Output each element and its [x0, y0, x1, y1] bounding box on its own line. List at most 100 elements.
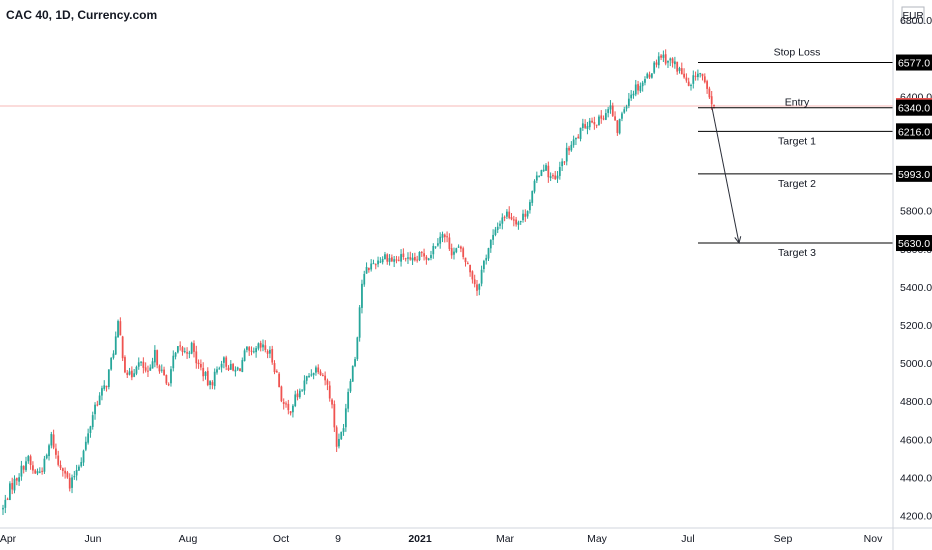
candle-body	[593, 122, 596, 125]
candle-body	[158, 365, 161, 372]
candle-body	[206, 370, 209, 386]
candle-body	[542, 169, 545, 171]
trend-arrow-group	[711, 107, 742, 245]
candle-body	[181, 347, 184, 352]
candle-body	[607, 109, 610, 113]
candle-body	[558, 167, 561, 176]
candle-body	[105, 385, 108, 388]
candle-body	[287, 403, 290, 411]
candle-body	[179, 345, 182, 347]
candle-body	[188, 352, 191, 354]
candle-body	[397, 259, 400, 261]
candle-body	[11, 483, 14, 490]
x-tick-label: Nov	[864, 533, 883, 545]
candle-body	[604, 113, 607, 120]
candle-body	[250, 350, 253, 352]
candle-body	[694, 75, 697, 77]
x-tick-label: Jun	[85, 533, 102, 545]
x-tick-label: Mar	[496, 533, 515, 545]
candle-body	[252, 351, 255, 353]
candle-body	[227, 367, 230, 371]
candle-body	[160, 369, 163, 371]
candle-body	[186, 352, 188, 354]
candle-body	[358, 307, 361, 338]
candle-body	[29, 456, 32, 465]
level-value-bg	[896, 99, 932, 116]
candle-body	[609, 105, 612, 110]
y-tick-label: 4400.0	[900, 472, 932, 484]
candle-body	[45, 454, 48, 459]
candle-body	[575, 137, 577, 140]
candle-body	[50, 434, 53, 446]
candle-body	[110, 358, 113, 370]
candle-body	[457, 246, 460, 248]
candle-body	[441, 233, 444, 238]
candle-body	[554, 175, 557, 180]
candle-body	[41, 470, 44, 472]
candle-body	[43, 458, 46, 472]
candle-body	[340, 431, 343, 440]
candle-body	[296, 393, 299, 398]
level-value-label: 6577.0	[898, 58, 930, 70]
candle-body	[462, 248, 465, 257]
candle-body	[632, 93, 635, 96]
x-axis[interactable]: Apr Jun Aug Oct 9 2021 Mar May Jul Sep Nov	[0, 527, 932, 545]
y-tick-label: 6800.0	[900, 15, 932, 27]
candle-body	[68, 477, 71, 489]
level-name-label: Target 2	[778, 178, 816, 190]
candle-body	[133, 373, 136, 377]
candle-body	[315, 367, 317, 373]
candle-body	[57, 455, 60, 465]
candle-body	[485, 257, 488, 261]
candle-body	[66, 472, 69, 478]
candle-body	[246, 346, 248, 350]
candle-body	[655, 62, 658, 65]
candle-body	[255, 348, 258, 353]
candle-body	[20, 465, 23, 477]
level-name-label: Entry	[785, 97, 810, 109]
candle-body	[637, 84, 639, 91]
candle-body	[671, 58, 674, 64]
candle-body	[657, 56, 660, 66]
candle-body	[174, 352, 177, 357]
candle-body	[487, 248, 490, 259]
candle-body	[335, 427, 338, 447]
y-axis[interactable]: EUR 4200.0 4400.0 4600.0 4800.0 5000.0 5200.0 5…	[892, 0, 932, 550]
candle-body	[248, 347, 251, 351]
candle-body	[282, 401, 285, 404]
candle-body	[432, 245, 435, 255]
candle-body	[602, 118, 605, 120]
candle-body	[653, 62, 656, 73]
candle-body	[453, 251, 455, 255]
candle-body	[388, 258, 391, 262]
candle-body	[84, 441, 87, 450]
candle-body	[501, 217, 504, 224]
candle-body	[480, 269, 483, 284]
candle-body	[312, 372, 315, 376]
currency-box[interactable]	[901, 6, 925, 24]
candle-body	[36, 471, 39, 474]
y-tick-label: 4200.0	[900, 511, 932, 523]
candle-body	[333, 403, 336, 428]
candle-body	[91, 415, 94, 427]
y-tick-label: 4600.0	[900, 434, 932, 446]
candle-body	[220, 363, 223, 368]
x-tick-label: 2021	[408, 533, 432, 545]
candle-body	[38, 471, 41, 473]
candle-body	[48, 445, 50, 457]
candle-body	[167, 384, 170, 386]
candle-body	[448, 237, 451, 249]
candle-body	[354, 359, 356, 367]
candle-body	[218, 368, 221, 370]
candle-body	[372, 263, 375, 265]
candle-body	[121, 336, 124, 359]
candles-group	[2, 49, 715, 516]
candle-body	[301, 389, 304, 391]
candle-body	[6, 498, 9, 500]
candle-body	[87, 433, 90, 443]
candle-body	[103, 385, 106, 389]
trend-arrow-line[interactable]	[711, 107, 740, 244]
candle-body	[625, 106, 628, 109]
candle-body	[82, 450, 85, 463]
